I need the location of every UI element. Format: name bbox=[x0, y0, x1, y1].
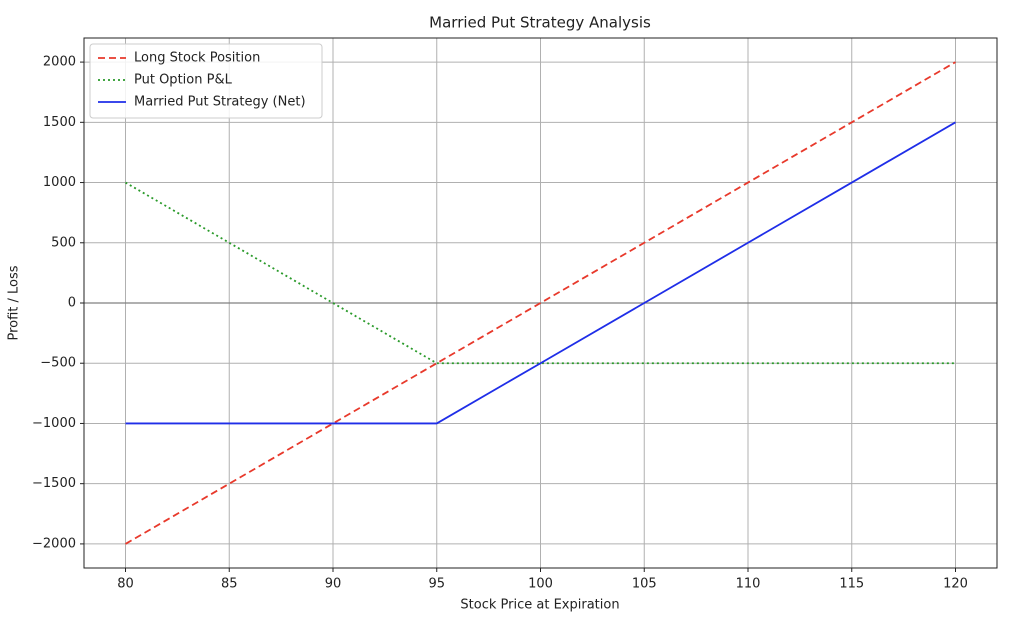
x-tick-label: 95 bbox=[428, 577, 445, 592]
y-tick-label: −500 bbox=[40, 356, 76, 371]
series-line bbox=[125, 61, 956, 545]
y-tick-label: 2000 bbox=[43, 55, 76, 70]
x-tick-label: 85 bbox=[221, 577, 238, 592]
legend: Long Stock Position Put Option P&L Married… bbox=[89, 43, 323, 119]
y-axis-label: Profit / Loss bbox=[7, 265, 22, 340]
y-tick-label: 0 bbox=[68, 296, 76, 311]
chart-title: Married Put Strategy Analysis bbox=[429, 14, 651, 32]
legend-label: Put Option P&L bbox=[134, 73, 233, 88]
x-tick-label: 120 bbox=[943, 577, 968, 592]
legend-label: Married Put Strategy (Net) bbox=[134, 95, 306, 110]
x-tick-label: 110 bbox=[736, 577, 761, 592]
y-tick-label: 500 bbox=[51, 235, 76, 250]
y-tick-label: 1500 bbox=[43, 115, 76, 130]
x-tick-label: 90 bbox=[325, 577, 342, 592]
series-line bbox=[125, 181, 956, 365]
x-tick-label: 115 bbox=[839, 577, 864, 592]
x-tick-label: 100 bbox=[528, 577, 553, 592]
series-line bbox=[125, 121, 956, 425]
plot-frame bbox=[83, 37, 998, 569]
x-axis-label: Stock Price at Expiration bbox=[460, 598, 619, 613]
x-tick-label: 80 bbox=[117, 577, 134, 592]
y-tick-label: −2000 bbox=[32, 536, 76, 551]
y-tick-label: 1000 bbox=[43, 175, 76, 190]
x-tick-label: 105 bbox=[632, 577, 657, 592]
legend-label: Long Stock Position bbox=[134, 51, 260, 66]
y-tick-label: −1500 bbox=[32, 476, 76, 491]
y-tick-label: −1000 bbox=[32, 416, 76, 431]
legend-box bbox=[89, 43, 323, 119]
